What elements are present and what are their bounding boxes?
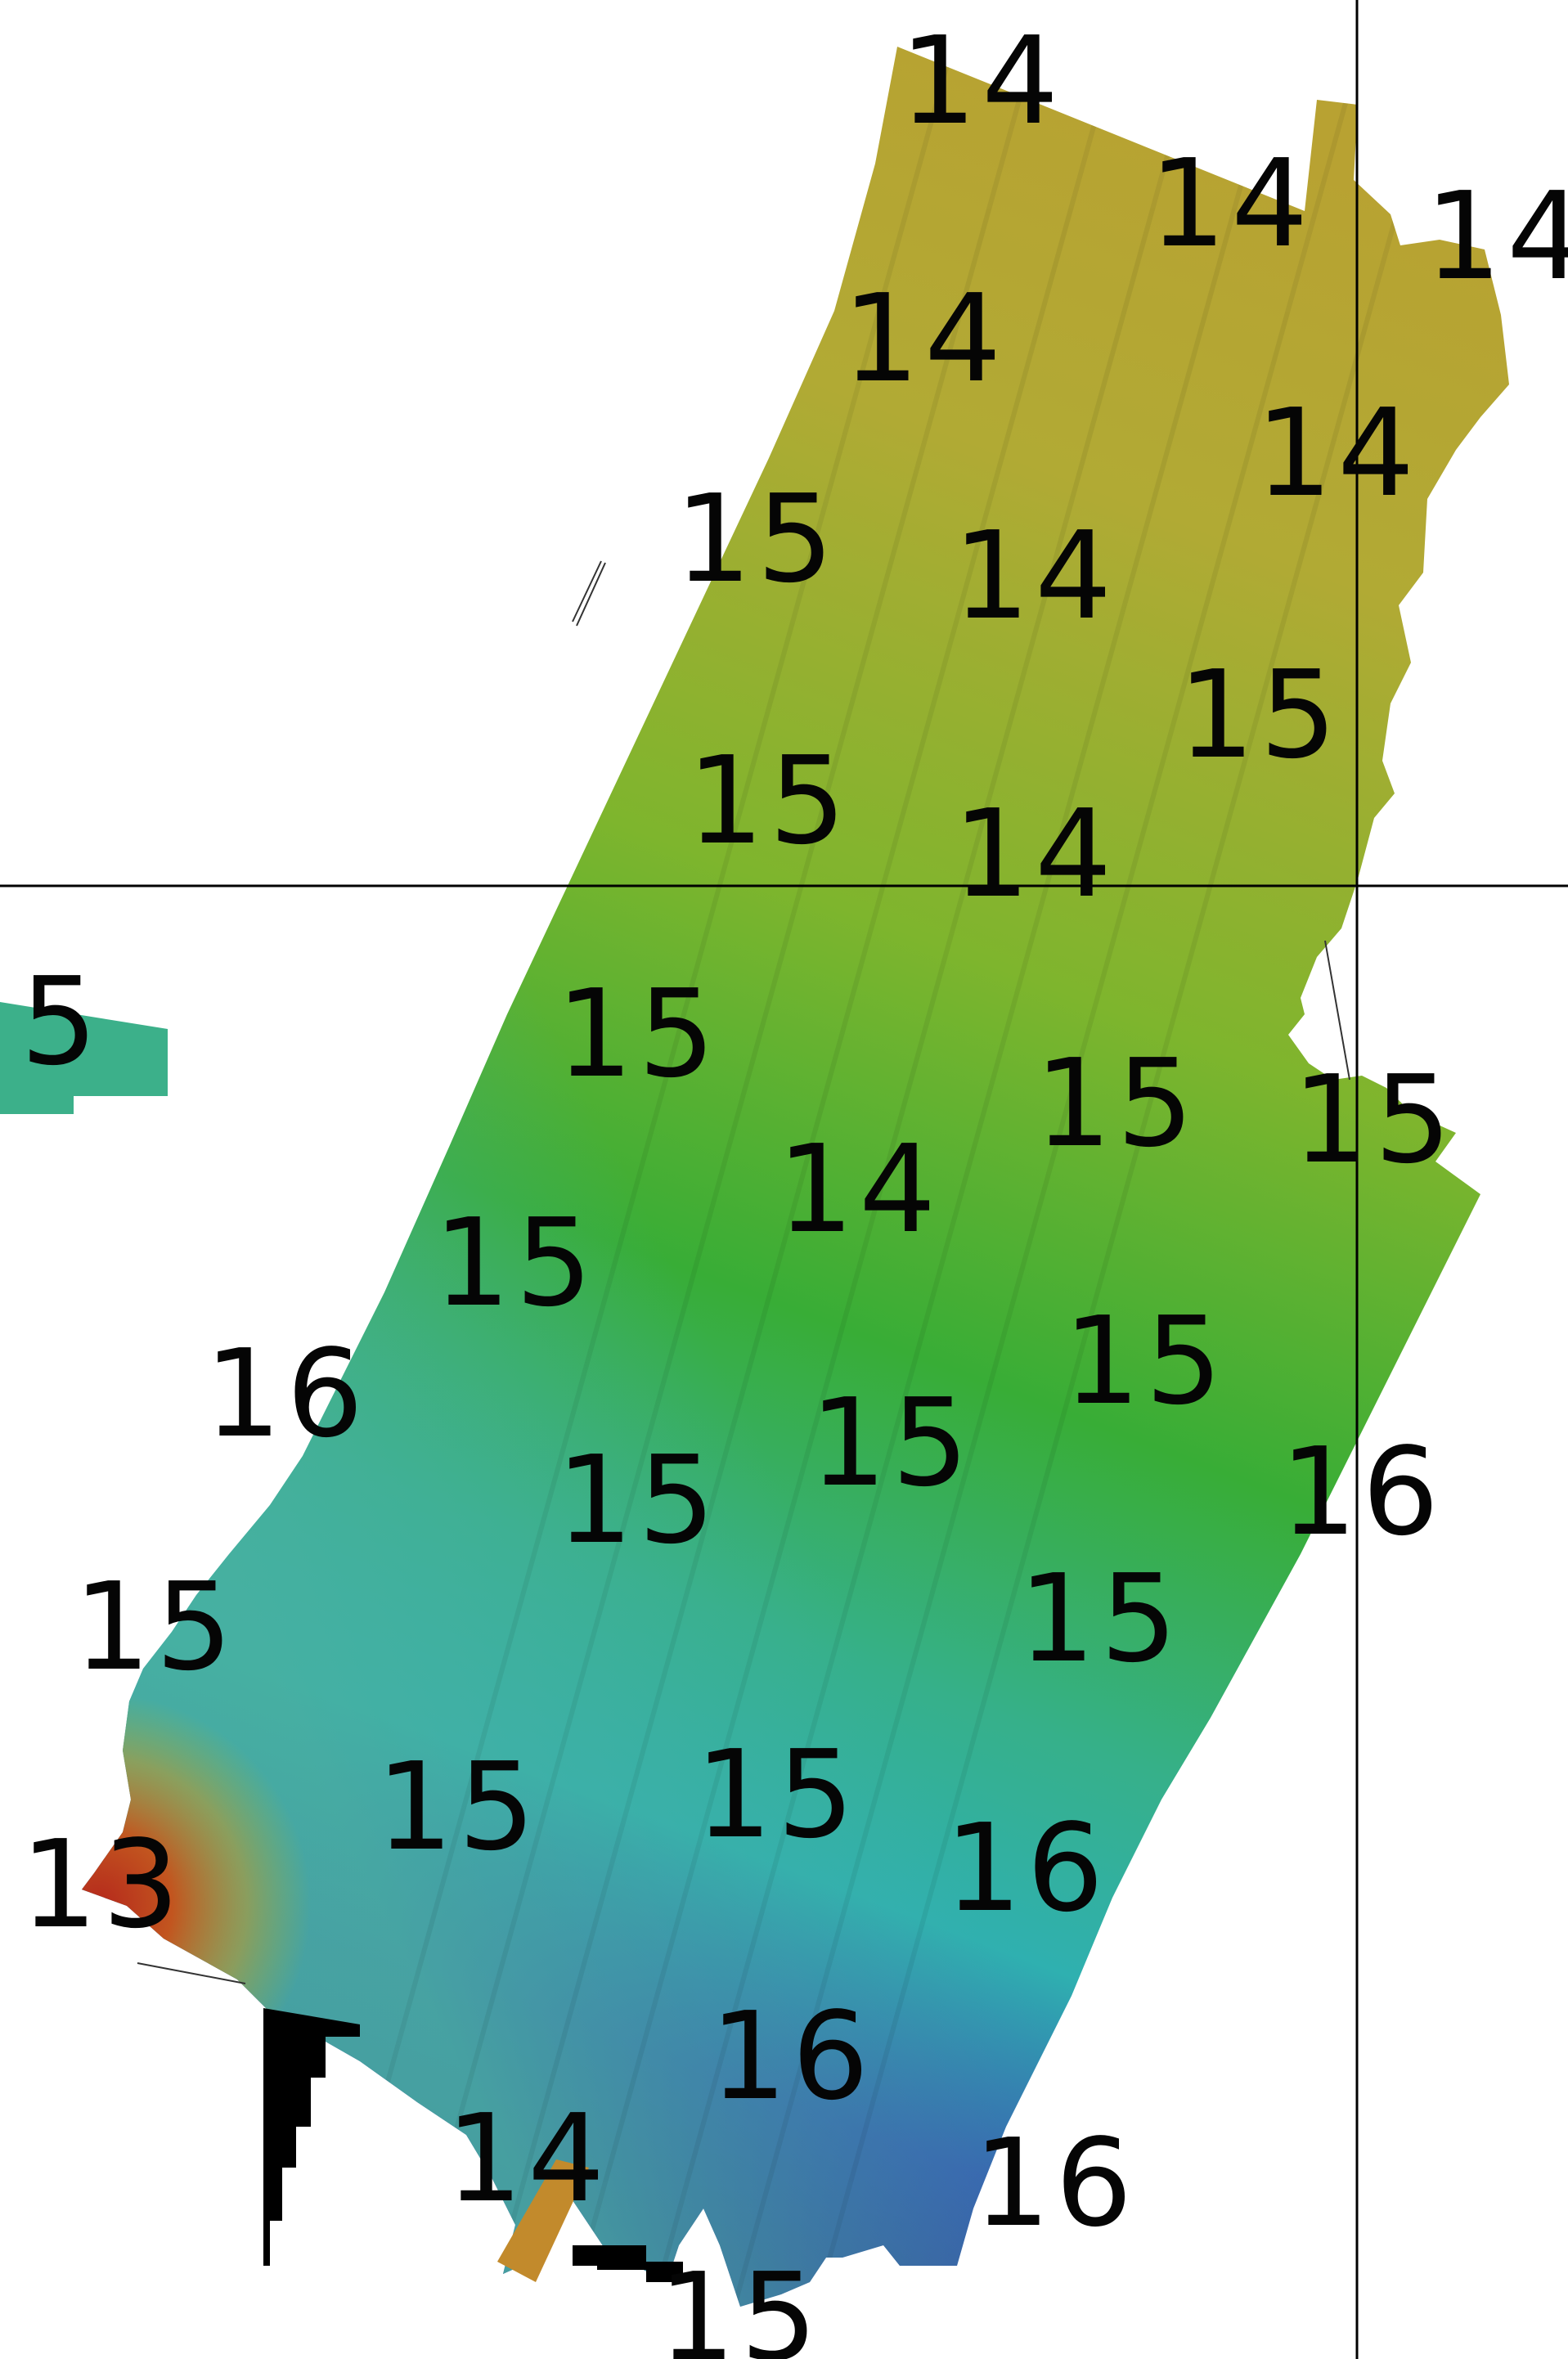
depth-label: 16	[945, 1798, 1108, 1939]
depth-label: 15	[1063, 1291, 1227, 1431]
depth-label: 15	[675, 469, 838, 609]
depth-label: 14	[777, 1119, 941, 1260]
depth-label: 14	[953, 784, 1116, 924]
depth-label: 13	[20, 1814, 184, 1955]
depth-label: 14	[842, 268, 1006, 409]
depth-label: 14	[446, 2088, 609, 2229]
depth-label: 14	[1256, 383, 1419, 523]
depth-label: 15	[810, 1373, 973, 1513]
depth-label: 15	[434, 1193, 597, 1333]
shallow-strip	[497, 2159, 589, 2282]
depth-label: 15	[1035, 1033, 1198, 1174]
depth-label: 15	[556, 1430, 720, 1570]
depth-label: 15	[74, 1557, 237, 1697]
no-data-blocks	[263, 2008, 683, 2282]
depth-label: 15	[658, 2247, 822, 2359]
depth-label: 15	[1018, 1548, 1182, 1689]
depth-label: 14	[1425, 166, 1568, 307]
depth-label: 14	[1149, 133, 1313, 274]
depth-labels: 14 14 14 14 14 14 14 14 15 15 15 15 15 1…	[20, 11, 1568, 2359]
depth-label: 15	[556, 964, 720, 1104]
survey-trackline	[137, 560, 1350, 1984]
depth-label: 15	[687, 730, 851, 871]
depth-label: 15	[695, 1724, 859, 1865]
depth-label: 14	[953, 506, 1116, 646]
depth-label: 16	[710, 1986, 874, 2127]
depth-label: 14	[900, 11, 1063, 151]
depth-label: 16	[204, 1323, 368, 1464]
depth-label: 15	[1178, 645, 1341, 785]
depth-label: 16	[1280, 1422, 1444, 1562]
depth-label: 15	[376, 1737, 540, 1877]
depth-label: 15	[1292, 1049, 1456, 1190]
west-survey-fragment	[0, 1002, 168, 1114]
depth-label: 16	[973, 2113, 1137, 2253]
depth-label: 5	[20, 951, 102, 1092]
